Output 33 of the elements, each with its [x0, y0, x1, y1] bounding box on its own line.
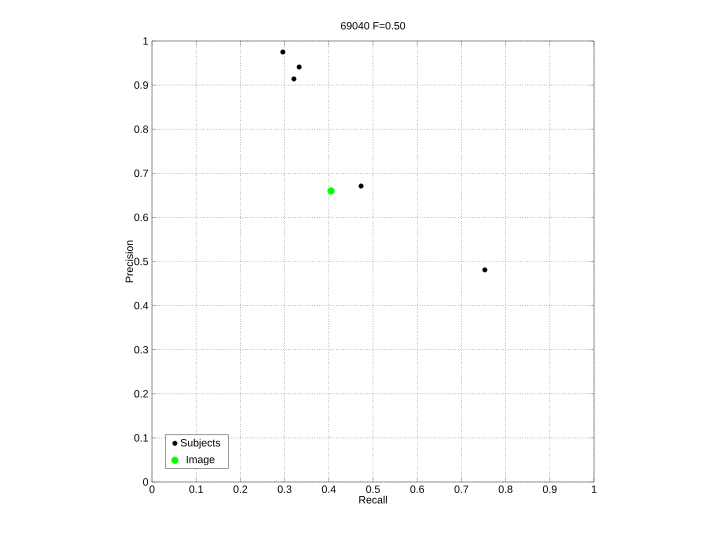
point: [291, 76, 296, 82]
x-tick-label: 0.5: [366, 486, 380, 493]
point: [327, 187, 335, 195]
x-tick-label: 0.8: [498, 486, 512, 493]
x-tick-label: 0.2: [234, 486, 248, 493]
y-tick-label: 0.3: [134, 346, 148, 354]
x-tick-label: 0.3: [278, 486, 292, 493]
chart-title: 69040 F=0.50: [340, 22, 406, 30]
x-tick-label: 0: [149, 486, 155, 493]
legend-label: Subjects: [180, 438, 220, 449]
legend-label: Image: [186, 456, 215, 466]
y-tick-label: 0.8: [134, 125, 148, 133]
x-tick-label: 0.9: [542, 486, 557, 493]
x-tick-label: 0.4: [322, 486, 336, 493]
point: [358, 184, 364, 189]
x-tick-label: 0.6: [410, 486, 424, 493]
point: [482, 267, 488, 272]
y-axis-title: Precision: [125, 240, 134, 282]
y-tick-label: 0.5: [134, 258, 148, 266]
point: [296, 64, 302, 70]
y-tick-label: 0.7: [134, 170, 148, 178]
y-tick-label: 0.2: [134, 390, 148, 398]
y-tick-label: 0.9: [134, 81, 148, 89]
point: [280, 50, 286, 55]
y-tick-label: 0: [143, 478, 148, 486]
x-axis-title: Recall: [359, 496, 387, 504]
y-tick-label: 1: [143, 37, 148, 45]
y-tick-label: 0.6: [134, 214, 148, 222]
x-tick-label: 1: [592, 486, 596, 493]
x-tick-label: 0.7: [454, 486, 468, 493]
x-tick-label: 0.1: [189, 486, 203, 493]
y-tick-label: 0.1: [134, 434, 148, 442]
y-tick-label: 0.4: [134, 302, 148, 310]
